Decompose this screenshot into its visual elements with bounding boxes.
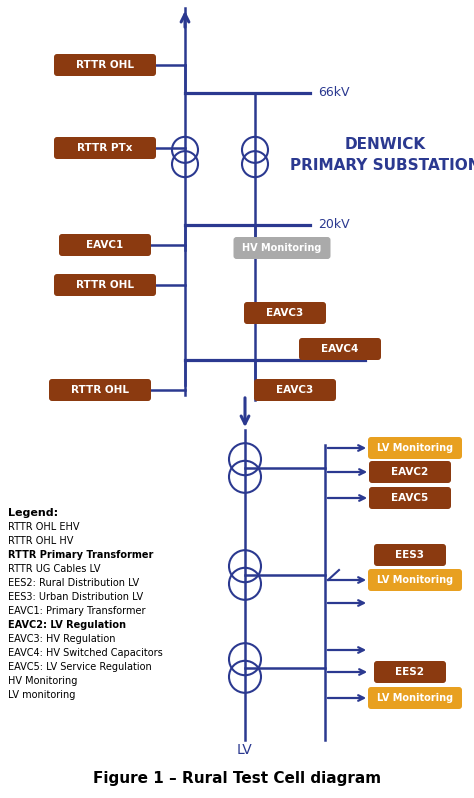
Text: DENWICK
PRIMARY SUBSTATION: DENWICK PRIMARY SUBSTATION (290, 137, 474, 173)
FancyBboxPatch shape (254, 379, 336, 401)
Text: Figure 1 – Rural Test Cell diagram: Figure 1 – Rural Test Cell diagram (93, 771, 381, 785)
Text: EAVC3: HV Regulation: EAVC3: HV Regulation (8, 634, 116, 644)
Text: RTTR OHL: RTTR OHL (76, 280, 134, 290)
FancyBboxPatch shape (368, 569, 462, 591)
Text: EES3: EES3 (395, 550, 425, 560)
FancyBboxPatch shape (234, 237, 330, 259)
Text: EAVC4: HV Switched Capacitors: EAVC4: HV Switched Capacitors (8, 648, 163, 658)
FancyBboxPatch shape (49, 379, 151, 401)
FancyBboxPatch shape (299, 338, 381, 360)
Text: RTTR Primary Transformer: RTTR Primary Transformer (8, 550, 154, 560)
Text: RTTR OHL: RTTR OHL (71, 385, 129, 395)
Text: EAVC3: EAVC3 (266, 308, 304, 318)
FancyBboxPatch shape (368, 437, 462, 459)
Text: EES2: Rural Distribution LV: EES2: Rural Distribution LV (8, 578, 139, 588)
Text: 20kV: 20kV (318, 219, 350, 231)
Text: LV Monitoring: LV Monitoring (377, 693, 453, 703)
Text: LV: LV (237, 743, 253, 757)
FancyBboxPatch shape (374, 544, 446, 566)
Text: RTTR UG Cables LV: RTTR UG Cables LV (8, 564, 100, 574)
Text: HV Monitoring: HV Monitoring (242, 243, 322, 253)
Text: EAVC3: EAVC3 (276, 385, 314, 395)
Text: HV Monitoring: HV Monitoring (8, 676, 77, 686)
Text: 66kV: 66kV (318, 86, 349, 100)
Text: EAVC5: LV Service Regulation: EAVC5: LV Service Regulation (8, 662, 152, 672)
FancyBboxPatch shape (59, 234, 151, 256)
FancyBboxPatch shape (54, 54, 156, 76)
Text: EAVC1: EAVC1 (86, 240, 124, 250)
FancyBboxPatch shape (54, 137, 156, 159)
Text: EES3: Urban Distribution LV: EES3: Urban Distribution LV (8, 592, 143, 602)
Text: LV Monitoring: LV Monitoring (377, 575, 453, 585)
Text: RTTR PTx: RTTR PTx (77, 143, 133, 153)
Text: LV monitoring: LV monitoring (8, 690, 75, 700)
Text: EAVC2: EAVC2 (392, 467, 428, 477)
Text: LV Monitoring: LV Monitoring (377, 443, 453, 453)
Text: RTTR OHL: RTTR OHL (76, 60, 134, 70)
Text: EAVC4: EAVC4 (321, 344, 359, 354)
Text: EAVC5: EAVC5 (392, 493, 428, 503)
Text: Legend:: Legend: (8, 508, 58, 518)
Text: RTTR OHL EHV: RTTR OHL EHV (8, 522, 80, 532)
Text: RTTR OHL HV: RTTR OHL HV (8, 536, 73, 546)
Text: EAVC1: Primary Transformer: EAVC1: Primary Transformer (8, 606, 146, 616)
FancyBboxPatch shape (369, 461, 451, 483)
FancyBboxPatch shape (368, 687, 462, 709)
FancyBboxPatch shape (54, 274, 156, 296)
FancyBboxPatch shape (369, 487, 451, 509)
FancyBboxPatch shape (244, 302, 326, 324)
Text: EES2: EES2 (395, 667, 425, 677)
Text: EAVC2: LV Regulation: EAVC2: LV Regulation (8, 620, 126, 630)
FancyBboxPatch shape (374, 661, 446, 683)
